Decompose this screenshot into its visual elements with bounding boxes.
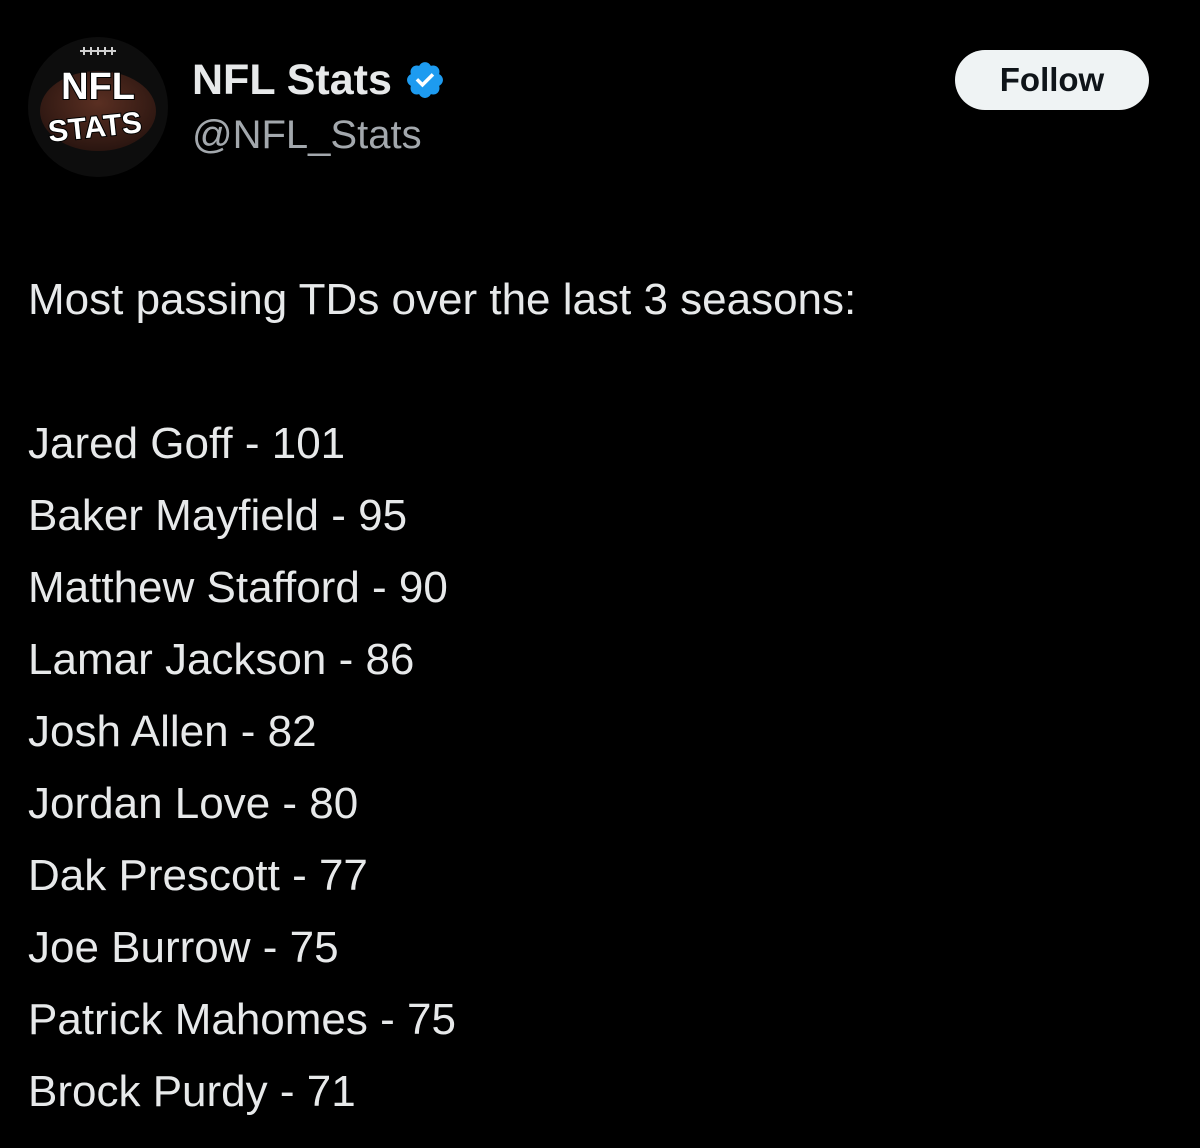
list-item: Patrick Mahomes - 75	[28, 995, 456, 1044]
display-name[interactable]: NFL Stats	[192, 55, 392, 104]
list-item: Jared Goff - 101	[28, 419, 346, 468]
avatar-line-1: NFL	[61, 66, 135, 108]
tweet-header: NFL STATS NFL Stats @NFL_Stats Follow	[0, 0, 1200, 200]
tweet-intro: Most passing TDs over the last 3 seasons…	[28, 275, 857, 324]
list-item: Brock Purdy - 71	[28, 1067, 356, 1116]
follow-button[interactable]: Follow	[955, 50, 1149, 110]
list-item: Matthew Stafford - 90	[28, 563, 448, 612]
display-name-row[interactable]: NFL Stats	[192, 52, 446, 108]
list-item: Lamar Jackson - 86	[28, 635, 415, 684]
list-item: Joe Burrow - 75	[28, 923, 339, 972]
list-item: Baker Mayfield - 95	[28, 491, 408, 540]
avatar[interactable]: NFL STATS	[28, 37, 168, 177]
list-item: Josh Allen - 82	[28, 707, 317, 756]
blank-line	[28, 336, 856, 408]
tweet-text: Most passing TDs over the last 3 seasons…	[28, 264, 856, 1128]
list-item: Dak Prescott - 77	[28, 851, 368, 900]
author-handle[interactable]: @NFL_Stats	[192, 113, 422, 157]
list-item: Jordan Love - 80	[28, 779, 359, 828]
passing-td-list: Jared Goff - 101 Baker Mayfield - 95 Mat…	[28, 408, 856, 1128]
verified-badge-icon	[406, 62, 443, 98]
